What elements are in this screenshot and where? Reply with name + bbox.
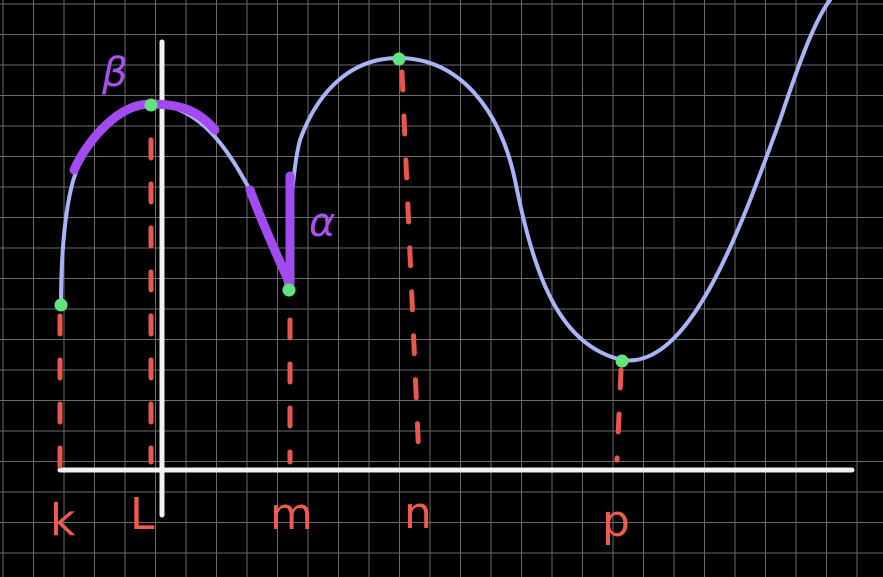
point-k bbox=[54, 298, 68, 312]
x-label-L: L bbox=[130, 489, 155, 540]
points bbox=[54, 52, 629, 368]
annotation-alpha: α bbox=[309, 200, 335, 246]
annotation-beta: β bbox=[101, 50, 128, 96]
point-m bbox=[282, 283, 296, 297]
dashed-line-n bbox=[399, 69, 422, 463]
x-label-k: k bbox=[50, 495, 76, 546]
point-p bbox=[615, 354, 629, 368]
function-curve-right bbox=[286, 0, 832, 363]
dashed-line-p bbox=[614, 367, 624, 463]
point-n bbox=[392, 52, 406, 66]
x-label-m: m bbox=[270, 489, 313, 540]
x-label-n: n bbox=[404, 488, 432, 539]
dashed-lines bbox=[57, 69, 624, 469]
point-L bbox=[144, 98, 158, 112]
x-label-p: p bbox=[602, 496, 630, 547]
